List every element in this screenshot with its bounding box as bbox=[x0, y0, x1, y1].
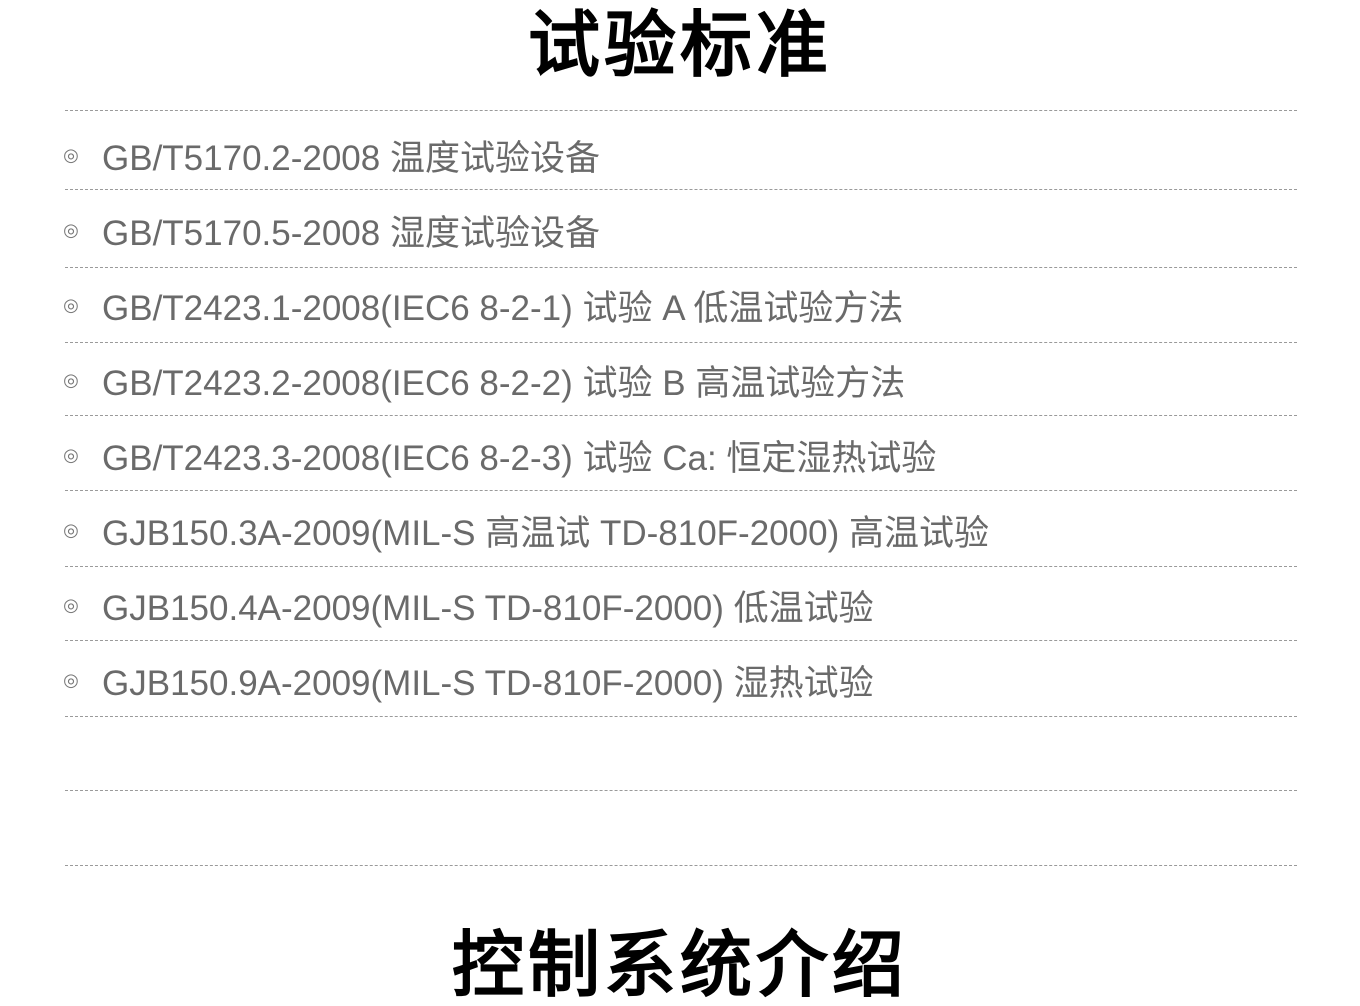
next-section-title: 控制系统介绍 bbox=[451, 926, 908, 1006]
double-circle-icon: ◎ bbox=[63, 519, 79, 540]
standard-item: ◎ GB/T5170.5-2008 湿度试验设备 bbox=[62, 210, 600, 253]
standard-item: ◎ GB/T2423.2-2008(IEC6 8-2-2) 试验 B 高温试验方法 bbox=[62, 360, 905, 403]
dashed-divider bbox=[65, 865, 1297, 866]
double-circle-icon: ◎ bbox=[63, 669, 79, 690]
standard-text: GJB150.3A-2009(MIL-S 高温试 TD-810F-2000) 高… bbox=[102, 513, 989, 553]
double-circle-icon: ◎ bbox=[63, 594, 79, 615]
standard-text: GB/T2423.2-2008(IEC6 8-2-2) 试验 B 高温试验方法 bbox=[102, 363, 906, 403]
double-circle-icon: ◎ bbox=[63, 219, 79, 240]
double-circle-icon: ◎ bbox=[63, 369, 79, 390]
dashed-divider bbox=[65, 415, 1297, 416]
dashed-divider bbox=[65, 189, 1297, 190]
dashed-divider bbox=[65, 640, 1297, 641]
dashed-divider bbox=[65, 267, 1297, 268]
standard-text: GB/T5170.5-2008 湿度试验设备 bbox=[102, 213, 600, 253]
standard-text: GJB150.9A-2009(MIL-S TD-810F-2000) 湿热试验 bbox=[102, 663, 874, 703]
dashed-divider bbox=[65, 790, 1297, 791]
section-title: 试验标准 bbox=[527, 6, 832, 86]
standard-item: ◎ GB/T5170.2-2008 温度试验设备 bbox=[62, 135, 600, 178]
standard-item: ◎ GB/T2423.1-2008(IEC6 8-2-1) 试验 A 低温试验方法 bbox=[62, 285, 903, 328]
dashed-divider bbox=[65, 342, 1297, 343]
standard-text: GJB150.4A-2009(MIL-S TD-810F-2000) 低温试验 bbox=[102, 588, 874, 628]
standard-text: GB/T2423.1-2008(IEC6 8-2-1) 试验 A 低温试验方法 bbox=[102, 288, 904, 328]
dashed-divider bbox=[65, 110, 1297, 111]
standard-item: ◎ GJB150.9A-2009(MIL-S TD-810F-2000) 湿热试验 bbox=[62, 660, 873, 703]
standard-item: ◎ GJB150.3A-2009(MIL-S 高温试 TD-810F-2000) … bbox=[62, 510, 989, 553]
standard-item: ◎ GJB150.4A-2009(MIL-S TD-810F-2000) 低温试验 bbox=[62, 585, 873, 628]
double-circle-icon: ◎ bbox=[63, 444, 79, 465]
double-circle-icon: ◎ bbox=[63, 144, 79, 165]
dashed-divider bbox=[65, 566, 1297, 567]
standard-item: ◎ GB/T2423.3-2008(IEC6 8-2-3) 试验 Ca: 恒定湿热… bbox=[62, 435, 936, 478]
dashed-divider bbox=[65, 490, 1297, 491]
dashed-divider bbox=[65, 716, 1297, 717]
standard-text: GB/T5170.2-2008 温度试验设备 bbox=[102, 138, 600, 178]
standard-text: GB/T2423.3-2008(IEC6 8-2-3) 试验 Ca: 恒定湿热试… bbox=[102, 438, 937, 478]
double-circle-icon: ◎ bbox=[63, 294, 79, 315]
